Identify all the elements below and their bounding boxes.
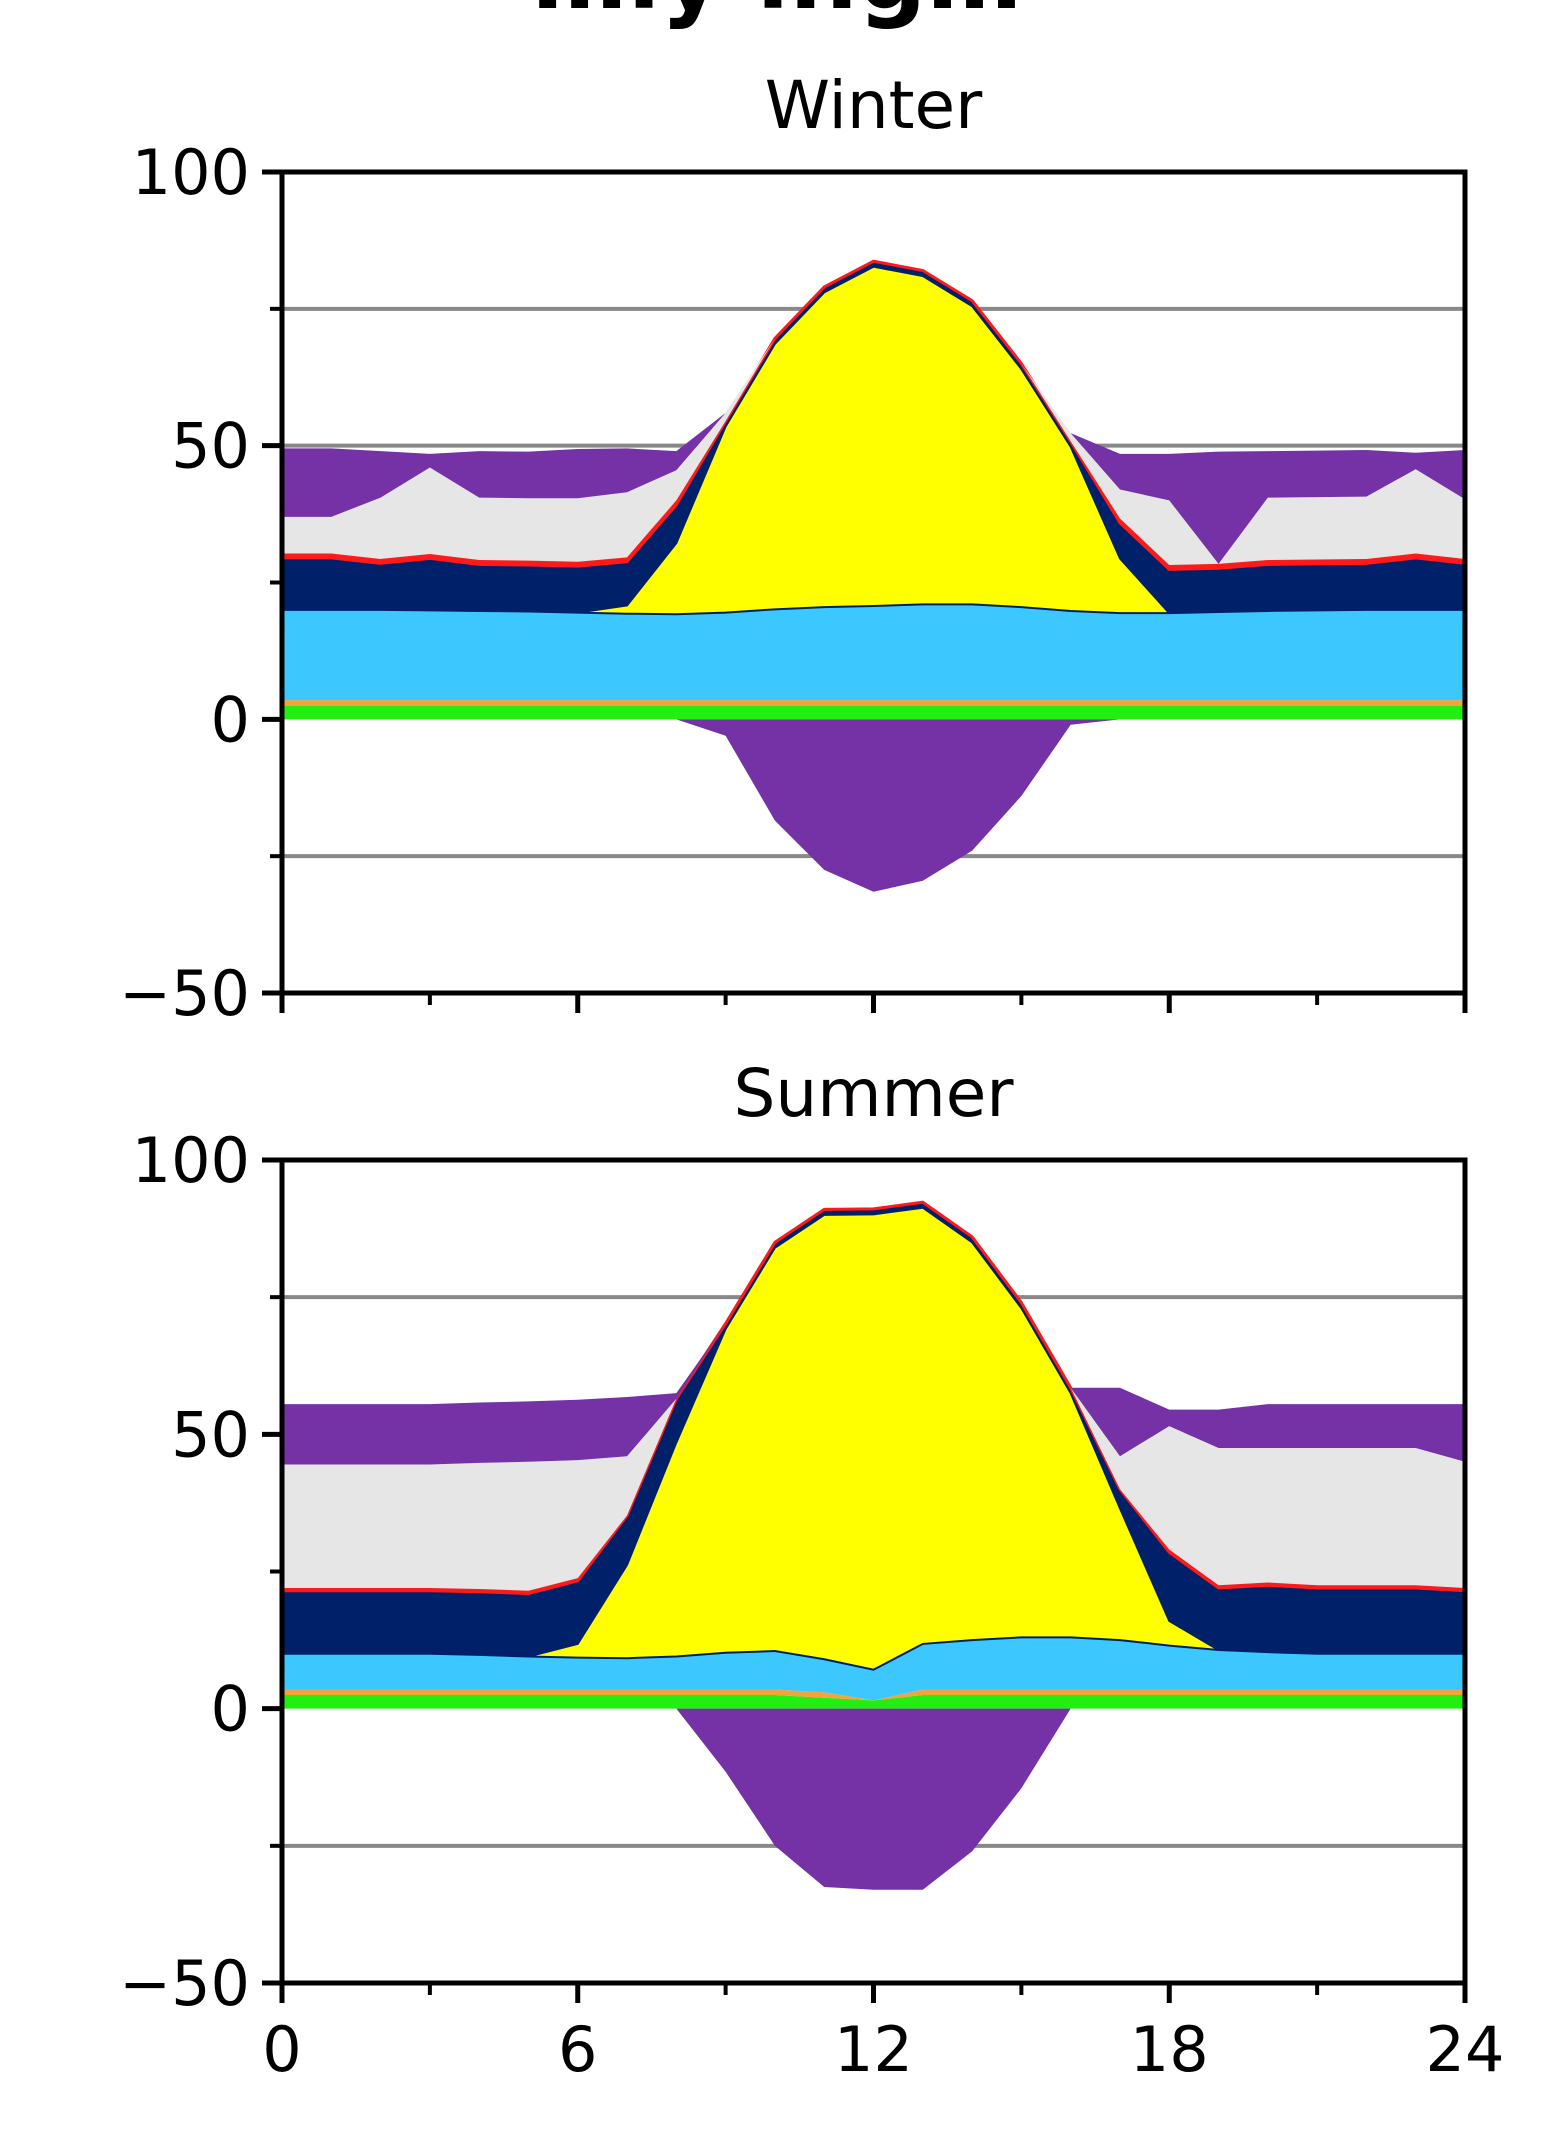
area-series-1 (282, 1689, 1465, 1701)
y-tick-label: 100 (132, 136, 250, 209)
x-tick-label: 12 (834, 2013, 913, 2086)
negative-area-series-0 (282, 719, 1465, 892)
y-tick-label: −50 (119, 1947, 250, 2020)
area-series-2 (282, 604, 1465, 701)
winter-panel: Winter −50 0 50 100 (119, 67, 1468, 1030)
area-series-6 (282, 261, 1465, 565)
y-tick-label: 50 (171, 1398, 250, 1471)
negative-area-series-0 (282, 1708, 1465, 1890)
page-title-fragment: …ly ing… (532, 0, 1023, 31)
x-tick-label: 18 (1130, 2013, 1209, 2086)
y-tick-label: 50 (171, 410, 250, 483)
area-series-0 (282, 705, 1465, 720)
y-tick-label: 0 (211, 1673, 250, 1746)
panel-title: Winter (765, 67, 983, 144)
x-tick-label: 0 (262, 2013, 301, 2086)
area-series-4 (282, 1202, 1465, 1657)
x-tick-label: 6 (558, 2013, 597, 2086)
y-tick-label: 0 (211, 683, 250, 756)
area-series-7 (282, 261, 1465, 564)
area-series-2 (282, 1637, 1465, 1701)
area-series-4 (282, 261, 1465, 614)
area-series-1 (282, 700, 1465, 706)
x-tick-label: 24 (1426, 2013, 1505, 2086)
area-series-7 (282, 1202, 1465, 1465)
area-series-6 (282, 1202, 1465, 1591)
y-tick-label: 100 (132, 1124, 250, 1197)
panel-title: Summer (733, 1055, 1014, 1132)
area-series-0 (282, 1694, 1465, 1709)
y-tick-label: −50 (119, 957, 250, 1030)
